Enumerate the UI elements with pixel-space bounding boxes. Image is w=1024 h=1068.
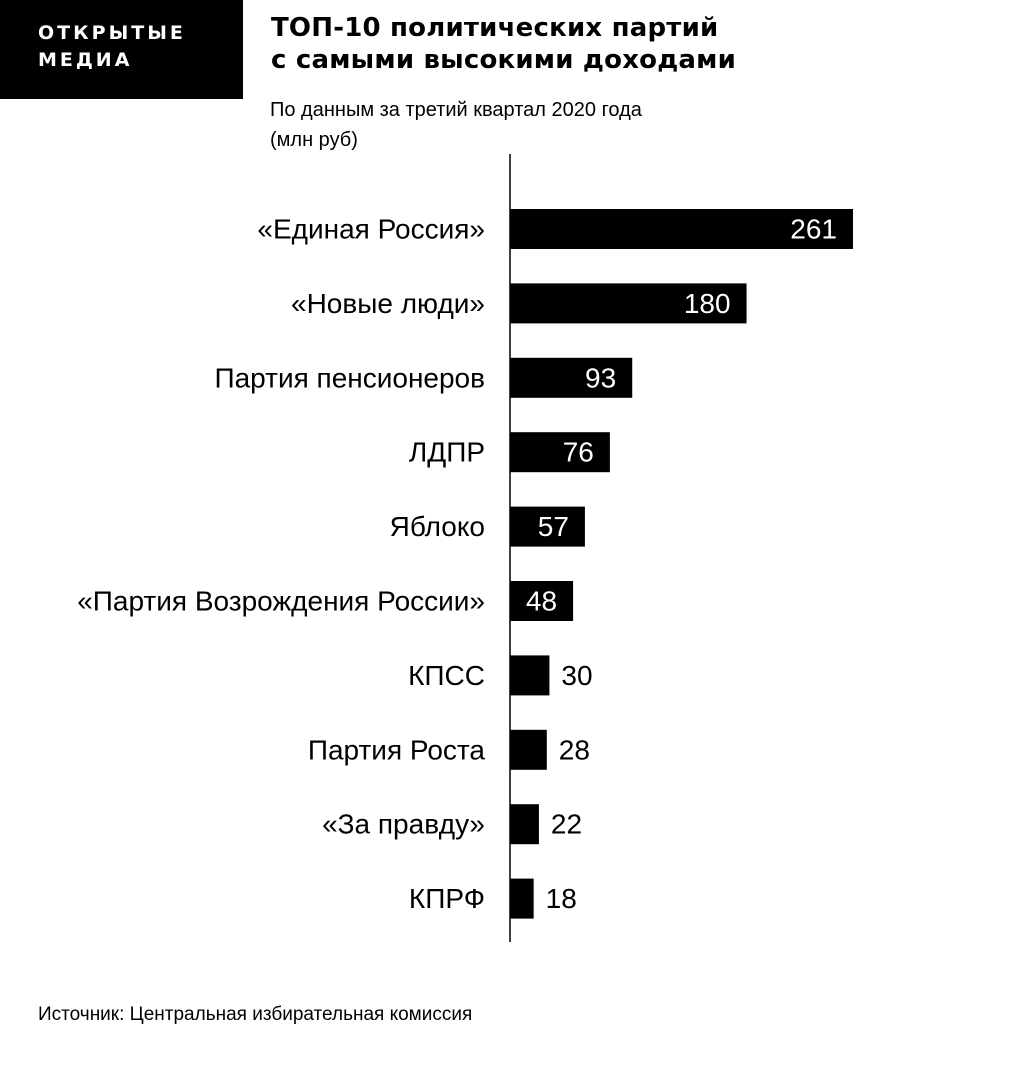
bar — [510, 804, 539, 845]
data-label: 22 — [551, 809, 582, 840]
chart-subtitle: По данным за третий квартал 2020 года (м… — [270, 95, 642, 155]
category-label: «Единая Россия» — [257, 214, 485, 245]
chart-title: ТОП-10 политических партий с самыми высо… — [271, 12, 736, 76]
category-label: ЛДПР — [409, 437, 485, 468]
data-label: 28 — [559, 734, 590, 765]
bar — [510, 283, 747, 324]
chart-subtitle-line-2: (млн руб) — [270, 129, 358, 151]
bar — [510, 357, 633, 398]
data-label: 180 — [684, 288, 731, 319]
category-label: Партия Роста — [308, 734, 486, 765]
data-label: 30 — [561, 660, 592, 691]
chart-title-line-1: ТОП-10 политических партий — [271, 13, 719, 43]
brand-line-1: ОТКРЫТЫЕ — [38, 22, 186, 44]
bar — [510, 209, 853, 249]
bar — [510, 506, 585, 547]
category-label: «За правду» — [322, 809, 485, 840]
data-label: 48 — [526, 586, 557, 617]
category-label: «Новые люди» — [291, 288, 485, 319]
category-label: «Партия Возрождения России» — [77, 586, 485, 617]
data-label: 76 — [563, 437, 594, 468]
data-label: 93 — [585, 362, 616, 393]
category-label: КПРФ — [409, 883, 485, 914]
data-label: 261 — [790, 214, 837, 245]
category-label: Партия пенсионеров — [214, 362, 485, 393]
category-label: Яблоко — [390, 511, 485, 542]
brand-line-2: МЕДИА — [38, 49, 133, 71]
category-label: КПСС — [408, 660, 485, 691]
data-label: 18 — [546, 883, 577, 914]
bar — [510, 432, 610, 473]
brand-logo: ОТКРЫТЫЕ МЕДИА — [0, 0, 243, 99]
bar — [510, 729, 547, 770]
bar — [510, 878, 534, 919]
bar — [510, 655, 550, 696]
chart-title-line-2: с самыми высокими доходами — [271, 45, 737, 75]
data-label: 57 — [538, 511, 569, 542]
source-note: Источник: Центральная избирательная коми… — [38, 1004, 473, 1025]
chart-subtitle-line-1: По данным за третий квартал 2020 года — [270, 99, 642, 121]
bar — [510, 581, 574, 621]
